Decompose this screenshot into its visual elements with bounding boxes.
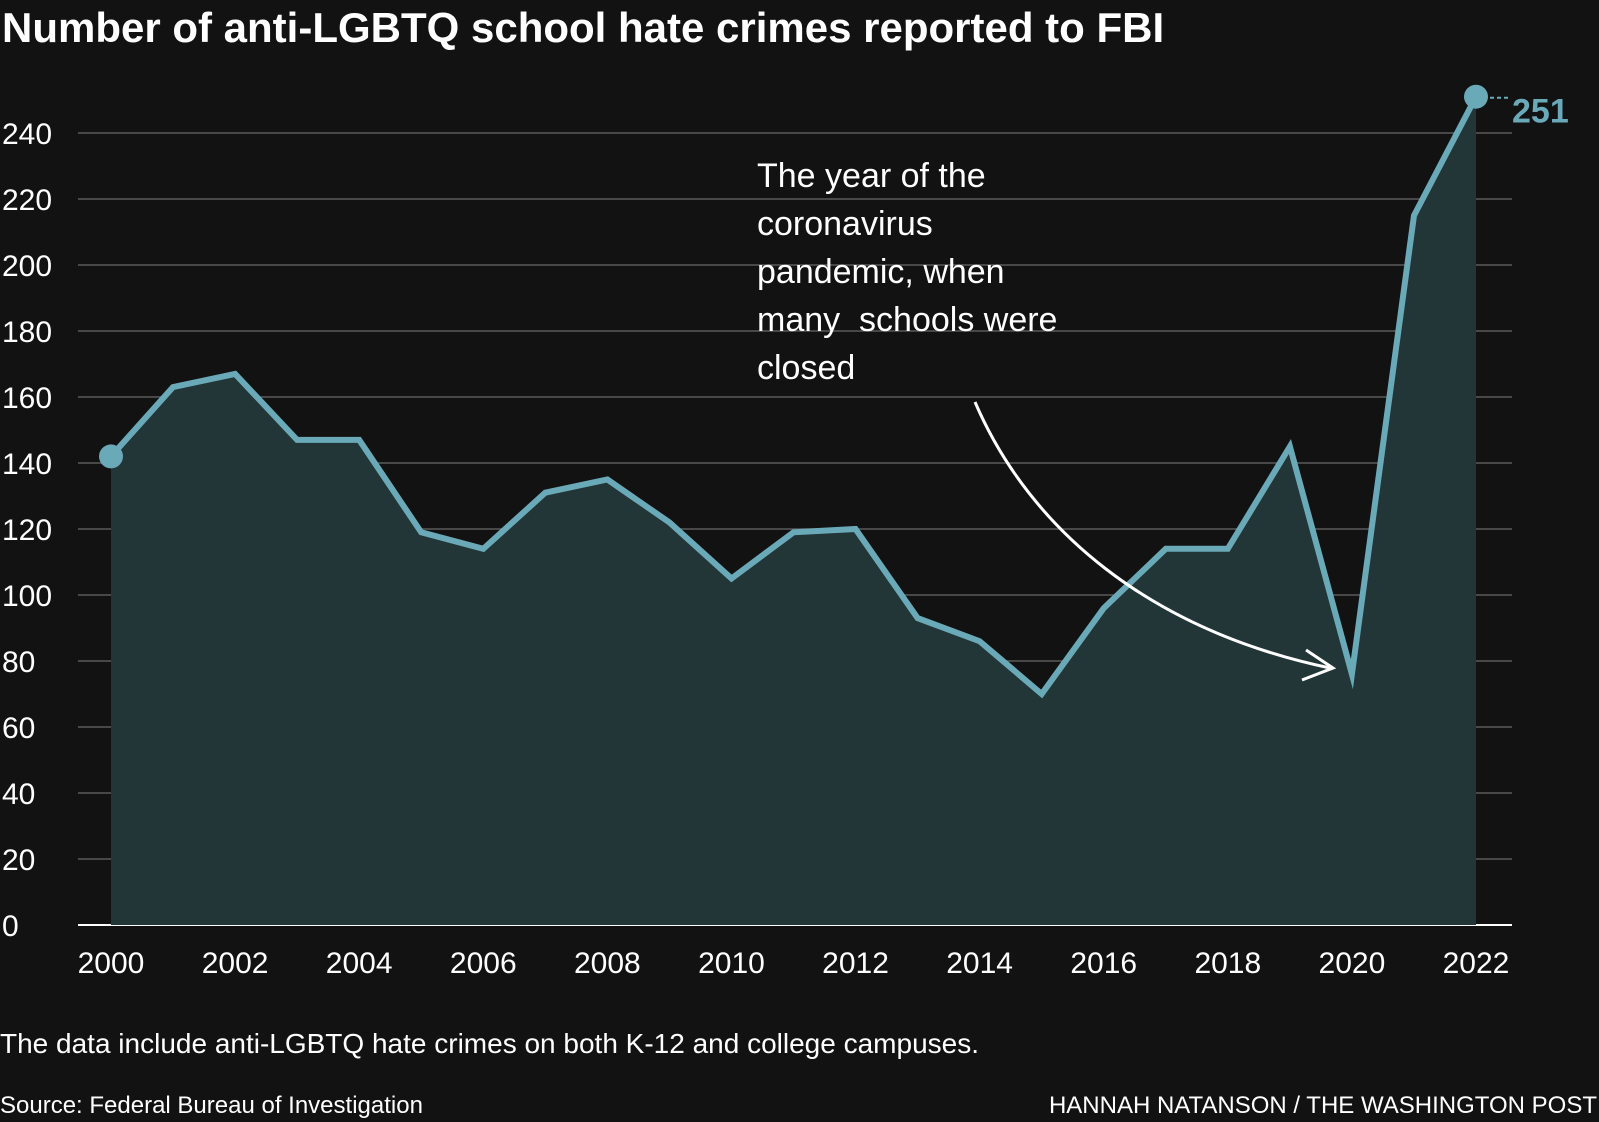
area-layer [111, 96, 1476, 925]
x-axis-ticks: 2000 2002 2004 2006 2008 2010 2012 2014 2016 2018… [78, 947, 1510, 980]
line-layer: 251 [99, 84, 1569, 699]
x-tick-label: 2000 [78, 947, 145, 980]
y-tick-label: 40 [2, 778, 35, 811]
x-tick-label: 2002 [202, 947, 269, 980]
y-tick-label: 220 [2, 184, 52, 217]
annotation-arrow-head [1301, 648, 1337, 682]
data-point [232, 371, 238, 377]
data-point [853, 526, 859, 532]
data-point [480, 546, 486, 552]
area-fill [111, 96, 1476, 925]
data-point [915, 615, 921, 621]
y-tick-label: 80 [2, 646, 35, 679]
data-point [170, 384, 176, 390]
x-tick-label: 2010 [698, 947, 765, 980]
y-tick-label: 100 [2, 580, 52, 613]
data-point [1287, 444, 1293, 450]
series-line [108, 95, 1479, 699]
data-point [604, 477, 610, 483]
data-point [356, 437, 362, 443]
y-tick-label: 240 [2, 118, 52, 151]
data-point [977, 638, 983, 644]
y-tick-label: 60 [2, 712, 35, 745]
y-tick-label: 200 [2, 250, 52, 283]
x-tick-label: 2006 [450, 947, 517, 980]
data-point [1349, 671, 1355, 677]
data-point [542, 490, 548, 496]
y-tick-label: 140 [2, 448, 52, 481]
x-tick-label: 2012 [822, 947, 889, 980]
data-point [1101, 605, 1107, 611]
data-point [1411, 213, 1417, 219]
x-tick-label: 2004 [326, 947, 393, 980]
y-tick-label: 20 [2, 844, 35, 877]
chart-title: Number of anti-LGBTQ school hate crimes … [2, 4, 1164, 51]
source-text: Source: Federal Bureau of Investigation [0, 1092, 423, 1119]
credit-text: HANNAH NATANSON / THE WASHINGTON POST [1049, 1092, 1597, 1119]
x-tick-label: 2016 [1070, 947, 1137, 980]
data-point [1163, 546, 1169, 552]
annotation-line-3: pandemic, when [757, 253, 1005, 291]
y-tick-label: 120 [2, 514, 52, 547]
y-tick-label: 160 [2, 382, 52, 415]
end-value-label: 251 [1512, 93, 1569, 131]
data-point [1039, 691, 1045, 697]
y-tick-label: 0 [2, 910, 19, 943]
x-tick-label: 2020 [1319, 947, 1386, 980]
annotation-line-5: closed [757, 349, 855, 387]
data-point [1225, 546, 1231, 552]
data-point [418, 529, 424, 535]
annotation-line-1: The year of the [757, 157, 986, 195]
x-tick-label: 2008 [574, 947, 641, 980]
x-tick-label: 2018 [1194, 947, 1261, 980]
footnote: The data include anti-LGBTQ hate crimes … [0, 1028, 979, 1059]
data-point [294, 437, 300, 443]
x-tick-label: 2022 [1443, 947, 1510, 980]
annotation-line-2: coronavirus [757, 205, 933, 243]
y-axis-ticks: 0 20 40 60 80 100 120 140 160 180 200 220 240 [2, 118, 52, 943]
annotation-line-4: many schools were [757, 301, 1057, 339]
endpoint-marker [99, 444, 123, 469]
x-tick-label: 2014 [946, 947, 1013, 980]
annotation: The year of the coronavirus pandemic, wh… [757, 157, 1337, 682]
data-point [791, 529, 797, 535]
data-point [666, 519, 672, 525]
endpoint-marker [1464, 84, 1488, 109]
y-tick-label: 180 [2, 316, 52, 349]
data-point [729, 576, 735, 582]
annotation-arrow-curve [973, 401, 1331, 670]
